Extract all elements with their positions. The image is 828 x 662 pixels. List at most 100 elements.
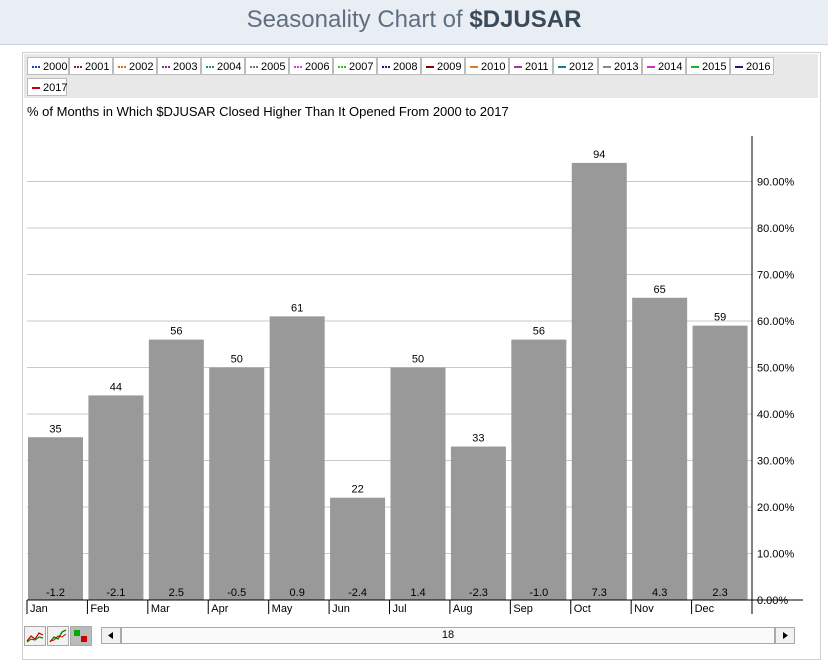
bar-value-label: 35 xyxy=(49,423,61,435)
legend-swatch xyxy=(74,66,82,69)
legend-swatch xyxy=(118,66,126,69)
bar-value-label: 33 xyxy=(472,433,484,445)
avg-change-label: 7.3 xyxy=(592,587,607,599)
legend-swatch xyxy=(603,66,611,69)
legend-label: 2016 xyxy=(746,61,771,73)
legend-label: 2006 xyxy=(305,61,330,73)
legend-item-2006[interactable]: 2006 xyxy=(289,57,333,75)
y-tick-label: 80.00% xyxy=(757,223,795,235)
legend-swatch xyxy=(294,66,302,69)
bar-oct xyxy=(571,162,627,600)
legend-item-2009[interactable]: 2009 xyxy=(421,57,465,75)
x-tick-label: Sep xyxy=(513,603,533,615)
avg-change-label: 0.9 xyxy=(290,587,305,599)
legend-item-2016[interactable]: 2016 xyxy=(730,57,774,75)
legend-swatch xyxy=(691,66,699,69)
x-tick-label: Jul xyxy=(393,603,407,615)
bar-jul xyxy=(390,367,446,600)
legend-label: 2000 xyxy=(43,61,68,73)
avg-change-label: -1.2 xyxy=(46,587,65,599)
y-tick-label: 0.00% xyxy=(757,595,788,607)
x-tick-label: Aug xyxy=(453,603,473,615)
page-title: Seasonality Chart of $DJUSAR xyxy=(246,6,582,33)
scrollbar-track[interactable]: 18 xyxy=(121,627,775,644)
legend-swatch xyxy=(735,66,743,69)
seasonality-bar-icon[interactable] xyxy=(70,626,92,646)
legend-item-2015[interactable]: 2015 xyxy=(686,57,730,75)
legend-item-2005[interactable]: 2005 xyxy=(245,57,289,75)
x-tick-label: Feb xyxy=(90,603,109,615)
legend-item-2007[interactable]: 2007 xyxy=(333,57,377,75)
bar-jan xyxy=(28,437,83,600)
legend-swatch xyxy=(32,87,40,90)
bar-aug xyxy=(450,446,506,600)
bar-value-label: 56 xyxy=(533,326,545,338)
bar-may xyxy=(269,316,325,600)
legend-label: 2015 xyxy=(702,61,727,73)
bar-value-label: 65 xyxy=(654,284,666,296)
legend-label: 2004 xyxy=(217,61,242,73)
x-tick-label: Jun xyxy=(332,603,350,615)
bar-value-label: 59 xyxy=(714,312,726,324)
legend-label: 2008 xyxy=(393,61,418,73)
bar-sep xyxy=(511,339,567,600)
legend-item-2004[interactable]: 2004 xyxy=(201,57,245,75)
x-tick-label: Mar xyxy=(151,603,170,615)
scroll-right-button[interactable] xyxy=(775,627,795,644)
bar-nov xyxy=(632,297,688,600)
legend-swatch xyxy=(250,66,258,69)
y-tick-label: 40.00% xyxy=(757,409,795,421)
legend-item-2017[interactable]: 2017 xyxy=(27,78,67,96)
scroll-left-button[interactable] xyxy=(101,627,121,644)
legend-item-2011[interactable]: 2011 xyxy=(509,57,553,75)
avg-change-label: -2.1 xyxy=(106,587,125,599)
line-chart-icon[interactable] xyxy=(24,626,46,646)
avg-change-label: 4.3 xyxy=(652,587,667,599)
performance-chart-icon[interactable] xyxy=(47,626,69,646)
legend-label: 2011 xyxy=(525,61,549,73)
x-tick-label: Dec xyxy=(695,603,715,615)
avg-change-label: -1.0 xyxy=(529,587,548,599)
legend-label: 2003 xyxy=(173,61,198,73)
legend-item-2008[interactable]: 2008 xyxy=(377,57,421,75)
x-tick-label: May xyxy=(272,603,293,615)
avg-change-label: -2.3 xyxy=(469,587,488,599)
legend-item-2012[interactable]: 2012 xyxy=(553,57,598,75)
legend-label: 2001 xyxy=(85,61,110,73)
bar-apr xyxy=(209,367,265,600)
legend-label: 2017 xyxy=(43,82,68,94)
avg-change-label: -0.5 xyxy=(227,587,246,599)
bar-value-label: 50 xyxy=(231,354,243,366)
legend-item-2000[interactable]: 2000 xyxy=(27,57,69,75)
legend-item-2010[interactable]: 2010 xyxy=(465,57,509,75)
legend-swatch xyxy=(426,66,434,69)
legend-swatch xyxy=(162,66,170,69)
scrollbar-value: 18 xyxy=(441,629,455,641)
bar-value-label: 94 xyxy=(593,149,605,161)
bar-dec xyxy=(692,325,748,600)
legend-label: 2005 xyxy=(261,61,286,73)
avg-change-label: 2.3 xyxy=(712,587,727,599)
legend-swatch xyxy=(470,66,478,69)
legend-item-2002[interactable]: 2002 xyxy=(113,57,157,75)
legend-label: 2013 xyxy=(614,61,639,73)
page-header: Seasonality Chart of $DJUSAR xyxy=(0,0,828,45)
legend-swatch xyxy=(206,66,214,69)
legend-swatch xyxy=(32,66,40,69)
avg-change-label: -2.4 xyxy=(348,587,367,599)
legend-swatch xyxy=(382,66,390,69)
legend-item-2014[interactable]: 2014 xyxy=(642,57,686,75)
legend-label: 2012 xyxy=(569,61,594,73)
legend-item-2003[interactable]: 2003 xyxy=(157,57,201,75)
bar-jun xyxy=(330,497,386,600)
legend-item-2013[interactable]: 2013 xyxy=(598,57,642,75)
y-tick-label: 30.00% xyxy=(757,456,795,468)
legend-label: 2010 xyxy=(481,61,506,73)
legend-item-2001[interactable]: 2001 xyxy=(69,57,113,75)
bar-feb xyxy=(88,395,144,600)
legend: 2000 2001 2002 2003 2004 2005 2006 2007 2008 2009… xyxy=(24,54,818,98)
x-tick-label: Jan xyxy=(30,603,48,615)
x-tick-label: Apr xyxy=(211,603,228,615)
legend-label: 2014 xyxy=(658,61,683,73)
